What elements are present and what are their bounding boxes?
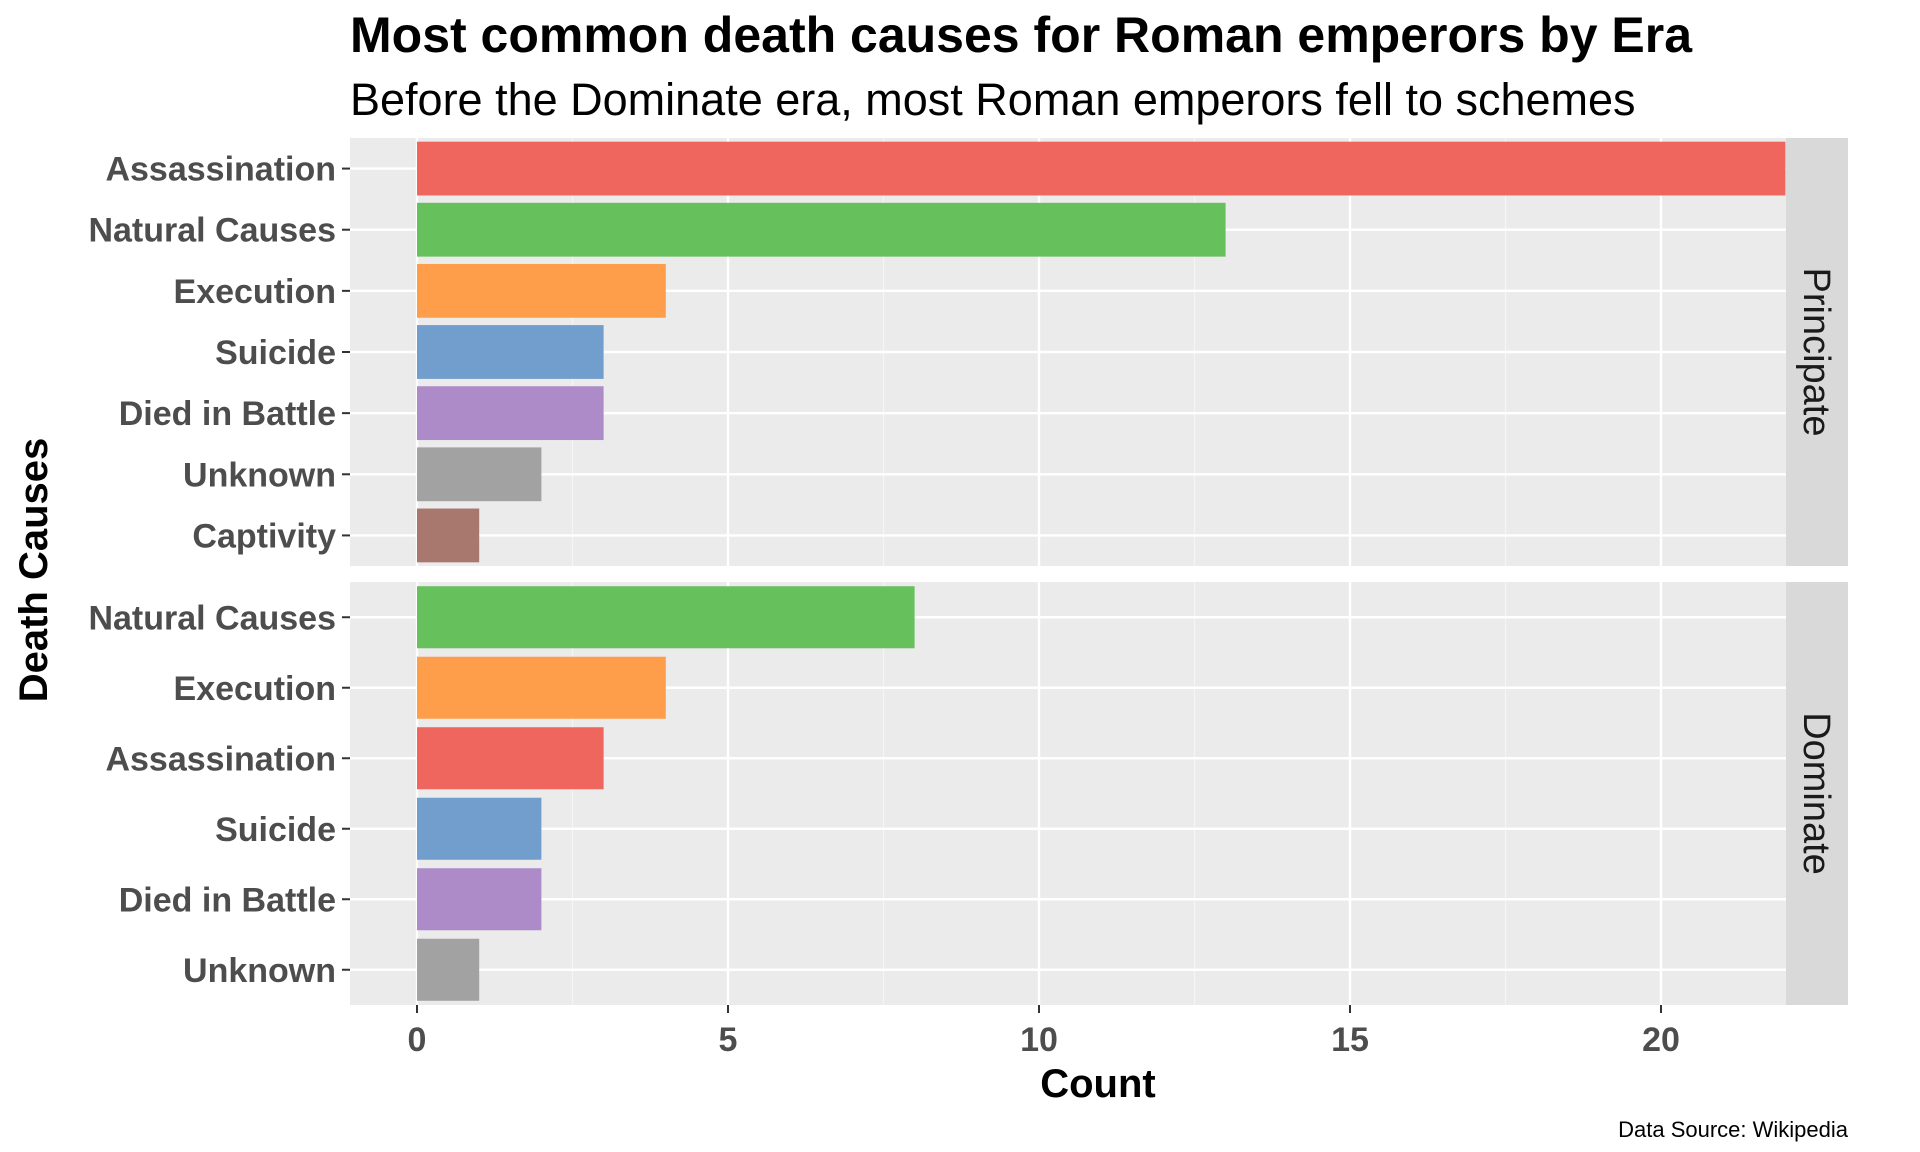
category-label: Execution: [174, 670, 336, 708]
bar-unknown: [417, 938, 480, 1001]
bar-unknown: [417, 447, 542, 502]
bar-captivity: [417, 508, 480, 563]
bar-died-in-battle: [417, 386, 604, 441]
category-label: Unknown: [183, 952, 336, 990]
bar-suicide: [417, 325, 604, 379]
bar-natural-causes: [417, 202, 1226, 257]
category-label: Suicide: [215, 334, 336, 372]
category-label: Natural Causes: [88, 212, 336, 250]
bar-died-in-battle: [417, 868, 542, 931]
x-tick-label: 20: [1642, 1021, 1680, 1059]
facet-panel-principate: Assassination Natural Causes Execution Suic…: [88, 138, 1848, 566]
bar-assassination: [417, 727, 604, 790]
bar-assassination: [417, 141, 1786, 196]
category-label: Natural Causes: [88, 599, 336, 637]
bar-suicide: [417, 797, 542, 860]
x-tick-label: 15: [1331, 1021, 1369, 1059]
category-label: Execution: [174, 273, 336, 311]
facet-strip: [1786, 138, 1848, 566]
caption: Data Source: Wikipedia: [1618, 1117, 1849, 1142]
y-axis-title: Death Causes: [12, 438, 56, 703]
facet-strip-label: Principate: [1795, 268, 1837, 437]
category-label: Assassination: [105, 740, 336, 778]
chart-subtitle: Before the Dominate era, most Roman empe…: [350, 74, 1636, 125]
facet-strip-label: Dominate: [1795, 712, 1837, 875]
chart-title: Most common death causes for Roman emper…: [350, 7, 1693, 63]
bar-natural-causes: [417, 586, 915, 649]
panels: Assassination Natural Causes Execution Suic…: [88, 138, 1848, 1005]
x-tick-label: 10: [1020, 1021, 1058, 1059]
category-label: Suicide: [215, 811, 336, 849]
x-tick-label: 0: [408, 1021, 427, 1059]
category-label: Died in Battle: [119, 881, 336, 919]
x-axis-title: Count: [1040, 1062, 1156, 1106]
facet-panel-dominate: Natural Causes Execution Assassination Suic…: [88, 582, 1848, 1005]
x-tick-label: 5: [719, 1021, 738, 1059]
bar-execution: [417, 656, 666, 719]
category-label: Died in Battle: [119, 395, 336, 433]
x-axis: 0 5 10 15 20: [408, 1005, 1680, 1059]
category-label: Captivity: [192, 517, 336, 555]
category-label: Unknown: [183, 456, 336, 494]
category-label: Assassination: [105, 151, 336, 189]
facet-strip: [1786, 582, 1848, 1005]
panel-background: [350, 582, 1786, 1005]
bar-execution: [417, 263, 666, 318]
